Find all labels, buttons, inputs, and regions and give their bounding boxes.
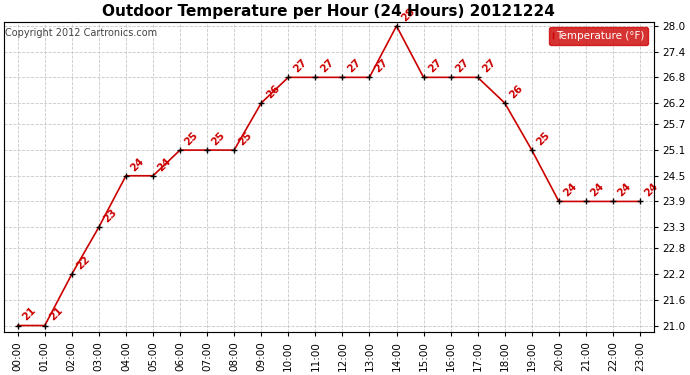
Text: 21: 21 — [48, 305, 65, 323]
Text: 26: 26 — [264, 83, 282, 100]
Text: 27: 27 — [318, 57, 335, 75]
Text: 24: 24 — [589, 181, 606, 199]
Text: 27: 27 — [372, 57, 390, 75]
Text: 26: 26 — [508, 83, 525, 100]
Text: 22: 22 — [75, 254, 92, 272]
Text: 27: 27 — [291, 57, 308, 75]
Text: 24: 24 — [643, 181, 660, 199]
Text: 24: 24 — [129, 156, 146, 173]
Text: Copyright 2012 Cartronics.com: Copyright 2012 Cartronics.com — [6, 28, 157, 38]
Text: 25: 25 — [237, 130, 254, 147]
Text: 21: 21 — [21, 305, 38, 323]
Title: Outdoor Temperature per Hour (24 Hours) 20121224: Outdoor Temperature per Hour (24 Hours) … — [102, 4, 555, 19]
Text: 28: 28 — [400, 6, 417, 23]
Legend: Temperature (°F): Temperature (°F) — [549, 27, 649, 45]
Text: 25: 25 — [535, 130, 552, 147]
Text: 25: 25 — [210, 130, 227, 147]
Text: 24: 24 — [615, 181, 633, 199]
Text: 27: 27 — [345, 57, 362, 75]
Text: 27: 27 — [480, 57, 498, 75]
Text: 25: 25 — [183, 130, 200, 147]
Text: 24: 24 — [156, 156, 173, 173]
Text: 27: 27 — [426, 57, 444, 75]
Text: 24: 24 — [562, 181, 579, 199]
Text: 23: 23 — [101, 207, 119, 224]
Text: 27: 27 — [453, 57, 471, 75]
